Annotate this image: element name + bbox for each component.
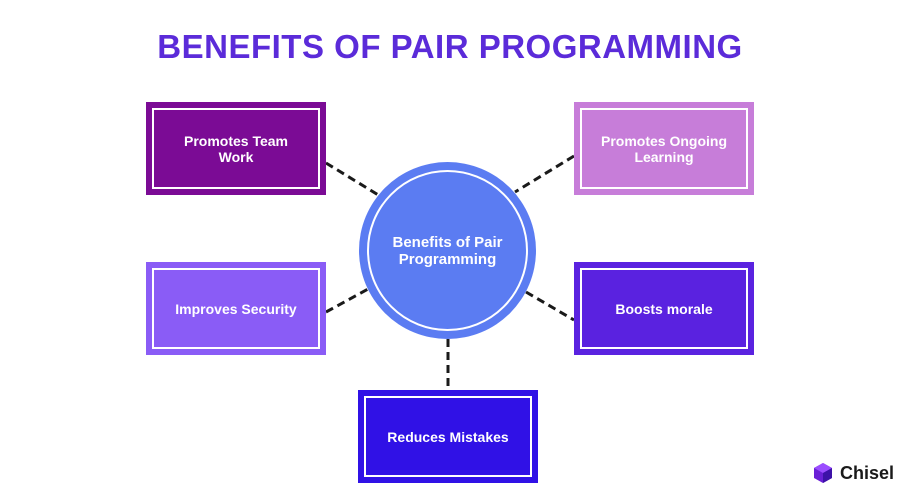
node-morale: Boosts morale <box>574 262 754 355</box>
node-mistakes: Reduces Mistakes <box>358 390 538 483</box>
connector-security <box>325 286 371 314</box>
node-ongoing-learning-label: Promotes Ongoing Learning <box>580 108 748 189</box>
node-security: Improves Security <box>146 262 326 355</box>
node-morale-label: Boosts morale <box>580 268 748 349</box>
node-ongoing-learning: Promotes Ongoing Learning <box>574 102 754 195</box>
hub-circle: Benefits of Pair Programming <box>359 162 536 339</box>
hub-label: Benefits of Pair Programming <box>367 170 528 331</box>
connector-morale <box>525 290 575 322</box>
connector-ongoing-learning <box>514 154 575 194</box>
brand-name: Chisel <box>840 462 895 483</box>
node-security-label: Improves Security <box>152 268 320 349</box>
page-title: BENEFITS OF PAIR PROGRAMMING <box>157 28 743 65</box>
brand-logo: Chisel <box>812 462 894 484</box>
chisel-logo-icon <box>814 463 832 483</box>
node-team-work-label: Promotes Team Work <box>152 108 320 189</box>
node-mistakes-label: Reduces Mistakes <box>364 396 532 477</box>
node-team-work: Promotes Team Work <box>146 102 326 195</box>
connector-team-work <box>325 161 381 198</box>
